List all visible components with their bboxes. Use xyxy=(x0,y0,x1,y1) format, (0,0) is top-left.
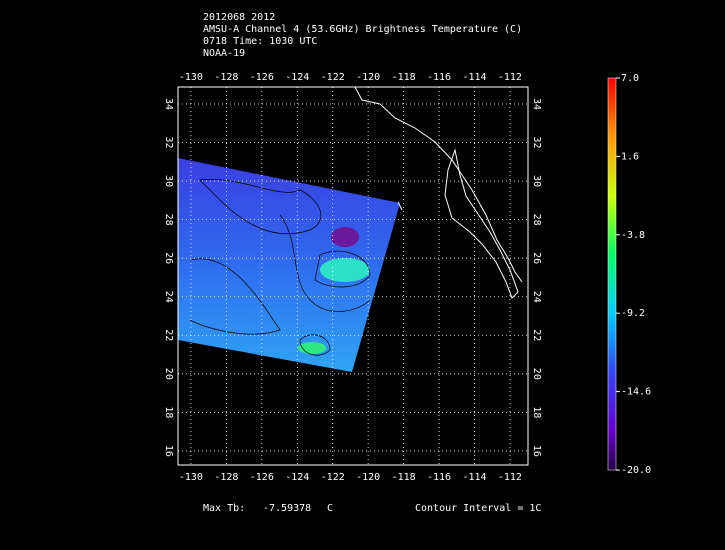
max-label: Max Tb: xyxy=(203,503,245,514)
lat-tick-label: 16 xyxy=(163,445,174,457)
lat-tick-label: 28 xyxy=(531,214,542,226)
lon-tick-label: -120 xyxy=(356,72,380,83)
lat-tick-label: 30 xyxy=(163,175,174,187)
lat-tick-label: 32 xyxy=(163,136,174,148)
warm-patch xyxy=(320,258,370,282)
lon-tick-label: -118 xyxy=(392,472,416,483)
lon-tick-label: -112 xyxy=(498,72,522,83)
contour-interval: Contour Interval = 1C xyxy=(415,503,541,514)
lat-tick-label: 22 xyxy=(163,329,174,341)
lat-tick-label: 24 xyxy=(531,291,542,303)
lat-tick-label: 32 xyxy=(531,136,542,148)
lat-tick-label: 18 xyxy=(163,406,174,418)
lon-tick-label: -126 xyxy=(250,472,274,483)
lon-tick-label: -130 xyxy=(179,72,203,83)
lon-tick-label: -120 xyxy=(356,472,380,483)
max-value: -7.59378 xyxy=(263,503,311,514)
title-line: NOAA-19 xyxy=(203,48,245,59)
lon-tick-label: -114 xyxy=(462,72,486,83)
lat-tick-label: 16 xyxy=(531,445,542,457)
lon-tick-label: -116 xyxy=(427,472,451,483)
lat-tick-label: 34 xyxy=(163,98,174,110)
title-line: 2012068 2012 xyxy=(203,12,275,23)
lat-tick-label: 20 xyxy=(163,368,174,380)
title-line: 0718 Time: 1030 UTC xyxy=(203,36,317,47)
lon-tick-label: -118 xyxy=(392,72,416,83)
colorbar-label: 7.0 xyxy=(621,73,639,84)
lat-tick-label: 34 xyxy=(531,98,542,110)
lat-tick-label: 26 xyxy=(163,252,174,264)
coastline xyxy=(354,86,523,299)
colorbar xyxy=(607,77,617,471)
lat-tick-label: 20 xyxy=(531,368,542,380)
lon-tick-label: -130 xyxy=(179,472,203,483)
lat-tick-label: 28 xyxy=(163,214,174,226)
data-swath xyxy=(178,158,400,372)
cold-patch xyxy=(331,227,359,247)
colorbar-label: -9.2 xyxy=(621,308,645,319)
colorbar-label: -20.0 xyxy=(621,465,651,476)
lat-tick-label: 30 xyxy=(531,175,542,187)
title-line: AMSU-A Channel 4 (53.6GHz) Brightness Te… xyxy=(203,24,522,35)
lon-tick-label: -126 xyxy=(250,72,274,83)
lon-tick-label: -122 xyxy=(321,72,345,83)
lon-tick-label: -116 xyxy=(427,72,451,83)
lat-tick-label: 18 xyxy=(531,406,542,418)
lon-tick-label: -124 xyxy=(285,72,309,83)
colorbar-label: 1.6 xyxy=(621,151,639,162)
lon-tick-label: -112 xyxy=(498,472,522,483)
lon-tick-label: -114 xyxy=(462,472,486,483)
title-block: 2012068 2012 AMSU-A Channel 4 (53.6GHz) … xyxy=(203,12,522,59)
lat-tick-label: 24 xyxy=(163,291,174,303)
lat-tick-label: 26 xyxy=(531,252,542,264)
lat-tick-label: 22 xyxy=(531,329,542,341)
colorbar-label: -14.6 xyxy=(621,387,651,398)
lon-tick-label: -128 xyxy=(214,72,238,83)
lon-tick-label: -122 xyxy=(321,472,345,483)
map-frame xyxy=(177,86,529,466)
colorbar-label: -3.8 xyxy=(621,230,645,241)
plot-area xyxy=(177,86,529,466)
max-unit: C xyxy=(327,503,333,514)
lon-tick-label: -128 xyxy=(214,472,238,483)
lon-tick-label: -124 xyxy=(285,472,309,483)
